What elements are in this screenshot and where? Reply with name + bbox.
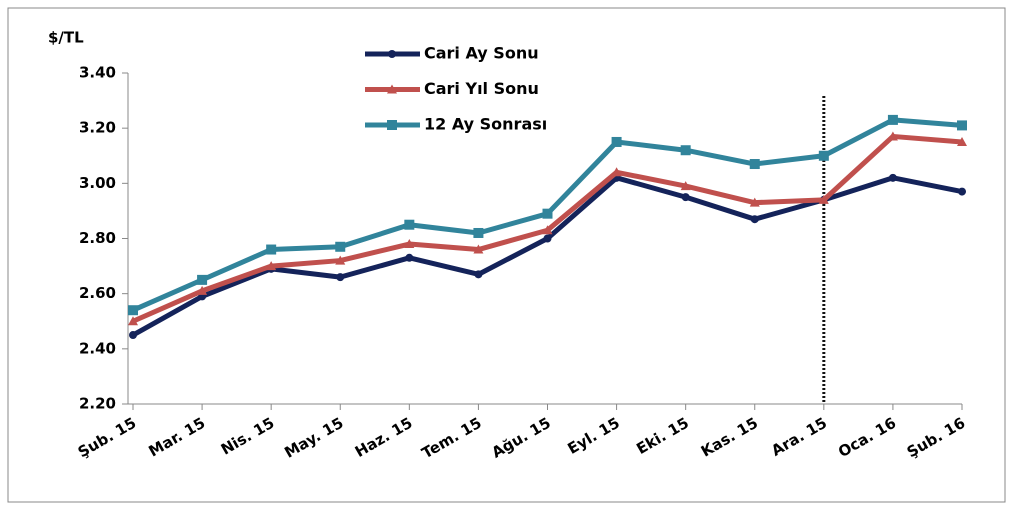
data-point: [611, 167, 622, 177]
data-point: [266, 244, 277, 255]
data-point: [542, 225, 553, 235]
data-point: [887, 114, 898, 125]
data-point: [681, 193, 690, 202]
data-point: [749, 159, 760, 170]
data-point: [818, 194, 829, 204]
y-tick-label: 2.60: [79, 284, 116, 302]
data-point: [404, 239, 415, 249]
data-point: [266, 261, 277, 271]
legend-marker: [387, 84, 397, 94]
y-tick-label: 2.20: [79, 395, 116, 413]
y-tick-label: 2.80: [79, 229, 116, 247]
data-point: [818, 150, 829, 161]
data-point: [680, 181, 691, 191]
data-point: [958, 187, 966, 196]
data-point: [473, 244, 484, 254]
y-tick-label: 3.40: [79, 64, 116, 82]
data-point: [749, 197, 760, 207]
data-point: [128, 305, 138, 316]
y-axis-label: $/TL: [48, 29, 84, 47]
legend-marker: [388, 50, 396, 58]
legend-label: 12 Ay Sonrası: [424, 115, 547, 134]
y-tick-label: 3.20: [79, 119, 116, 137]
data-point: [888, 173, 897, 182]
data-point: [128, 316, 138, 326]
chart-border: [7, 7, 1006, 503]
y-tick-label: 3.00: [79, 174, 116, 192]
data-point: [611, 136, 622, 147]
data-point: [750, 215, 759, 224]
legend-label: Cari Ay Sonu: [424, 44, 539, 63]
data-point: [336, 273, 345, 282]
data-point: [543, 234, 552, 243]
data-point: [404, 219, 415, 230]
legend-label: Cari Yıl Sonu: [424, 79, 539, 98]
data-point: [129, 331, 137, 340]
data-point: [197, 274, 208, 285]
data-point: [680, 145, 691, 156]
data-point: [197, 285, 208, 295]
data-point: [542, 208, 553, 219]
data-point: [474, 270, 483, 279]
data-point: [957, 136, 967, 146]
data-point: [335, 255, 346, 265]
data-point: [957, 120, 967, 131]
data-point: [335, 241, 346, 252]
data-point: [473, 227, 484, 238]
y-tick-label: 2.40: [79, 339, 116, 357]
data-point: [887, 131, 898, 141]
data-point: [405, 253, 414, 262]
legend-marker: [387, 120, 397, 130]
